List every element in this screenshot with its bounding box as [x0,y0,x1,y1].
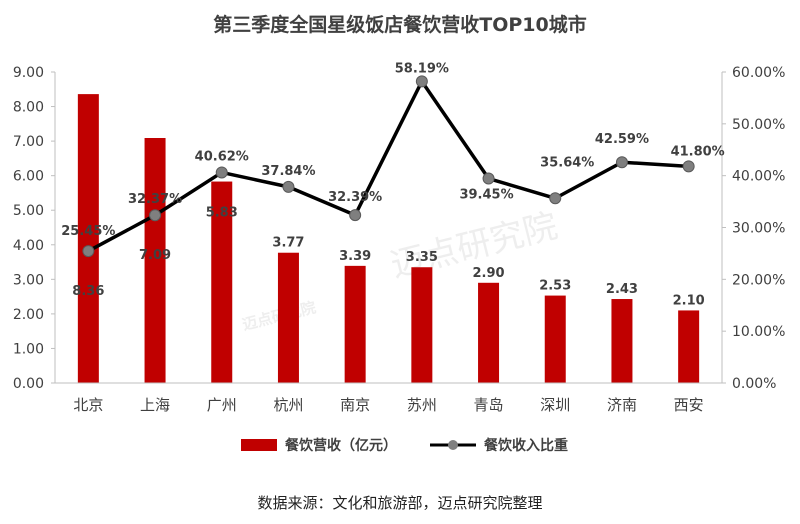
ratio-point [349,209,362,222]
bars-layer [77,94,700,384]
bar [678,310,700,383]
bar-value-label: 3.39 [339,249,371,264]
ratio-point [482,172,495,185]
y-right-tick-label: 0.00% [732,376,776,392]
x-category-label: 杭州 [273,396,303,414]
bar [77,94,99,384]
line-layer [82,75,695,258]
ratio-value-label: 42.59% [595,132,649,147]
bar-value-label: 3.77 [272,236,304,251]
y-left-tick-label: 1.00 [13,341,44,357]
ratio-value-label: 37.84% [261,164,315,179]
ratio-point [282,180,295,193]
ratio-value-label: 25.45% [61,224,115,239]
bar [211,181,233,383]
bar [344,265,366,383]
bar [411,267,433,383]
bar [144,138,166,383]
y-right-tick-label: 50.00% [732,117,785,133]
chart-title: 第三季度全国星级饭店餐饮营收TOP10城市 [213,13,586,36]
ratio-value-label: 58.19% [395,61,449,76]
legend-line-marker [448,440,458,450]
bar-value-label: 2.53 [539,279,571,294]
x-category-label: 广州 [207,396,237,414]
ratio-point [415,75,428,88]
y-left-tick-label: 6.00 [13,169,44,185]
x-category-label: 西安 [674,396,704,414]
y-right-tick-label: 60.00% [732,65,785,81]
x-category-label: 深圳 [540,396,570,414]
ratio-point [215,166,228,179]
bar [544,295,566,383]
ratio-value-label: 41.80% [671,144,725,159]
bar-value-label: 7.09 [139,248,171,263]
bar [277,252,299,383]
ratio-value-label: 32.37% [128,192,182,207]
axes-layer: 0.00 1.00 2.00 3.00 4.00 5.00 6.00 7.00 8.00 9.00… [13,65,786,414]
ratio-value-label: 35.64% [540,155,594,170]
legend-line-label: 餐饮收入比重 [483,437,568,454]
x-category-label: 南京 [340,396,370,414]
y-left-tick-label: 2.00 [13,307,44,323]
bar-value-label: 2.10 [673,293,705,308]
x-category-label: 上海 [140,396,170,414]
x-category-label: 北京 [73,396,103,414]
bar-value-label: 3.35 [406,250,438,265]
bar-value-label: 5.83 [206,205,238,220]
y-right-tick-label: 40.00% [732,169,785,185]
legend: 餐饮营收（亿元） 餐饮收入比重 [241,437,568,454]
x-category-label: 苏州 [407,396,437,414]
ratio-line [87,79,689,253]
x-category-label: 济南 [607,396,637,414]
legend-bar-label: 餐饮营收（亿元） [284,437,397,454]
bar-value-label: 2.43 [606,282,638,297]
y-right-tick-label: 20.00% [732,272,785,288]
ratio-point [82,245,95,258]
y-left-tick-label: 8.00 [13,100,44,116]
source-note: 数据来源：文化和旅游部，迈点研究院整理 [257,494,542,512]
x-category-label: 青岛 [474,396,504,414]
legend-bar-swatch [241,439,277,451]
bar [611,299,633,383]
y-right-tick-label: 30.00% [732,221,785,237]
y-left-tick-label: 0.00 [13,376,44,392]
labels-layer: 8.36 7.09 5.83 3.77 3.39 3.35 2.90 2.53 2.43 2.10… [61,61,724,308]
ratio-value-label: 39.45% [459,188,513,203]
bar-value-label: 8.36 [72,284,104,299]
y-right-tick-label: 10.00% [732,324,785,340]
ratio-point [149,209,162,222]
ratio-value-label: 40.62% [195,149,249,164]
y-left-tick-label: 3.00 [13,272,44,288]
y-left-tick-label: 7.00 [13,134,44,150]
ratio-point [549,192,562,205]
ratio-point [615,156,628,169]
ratio-point [682,160,695,173]
y-left-tick-label: 4.00 [13,238,44,254]
bar [478,282,500,383]
y-left-tick-label: 5.00 [13,203,44,219]
y-left-tick-label: 9.00 [13,65,44,81]
ratio-value-label: 32.39% [328,190,382,205]
bar-value-label: 2.90 [473,266,505,281]
